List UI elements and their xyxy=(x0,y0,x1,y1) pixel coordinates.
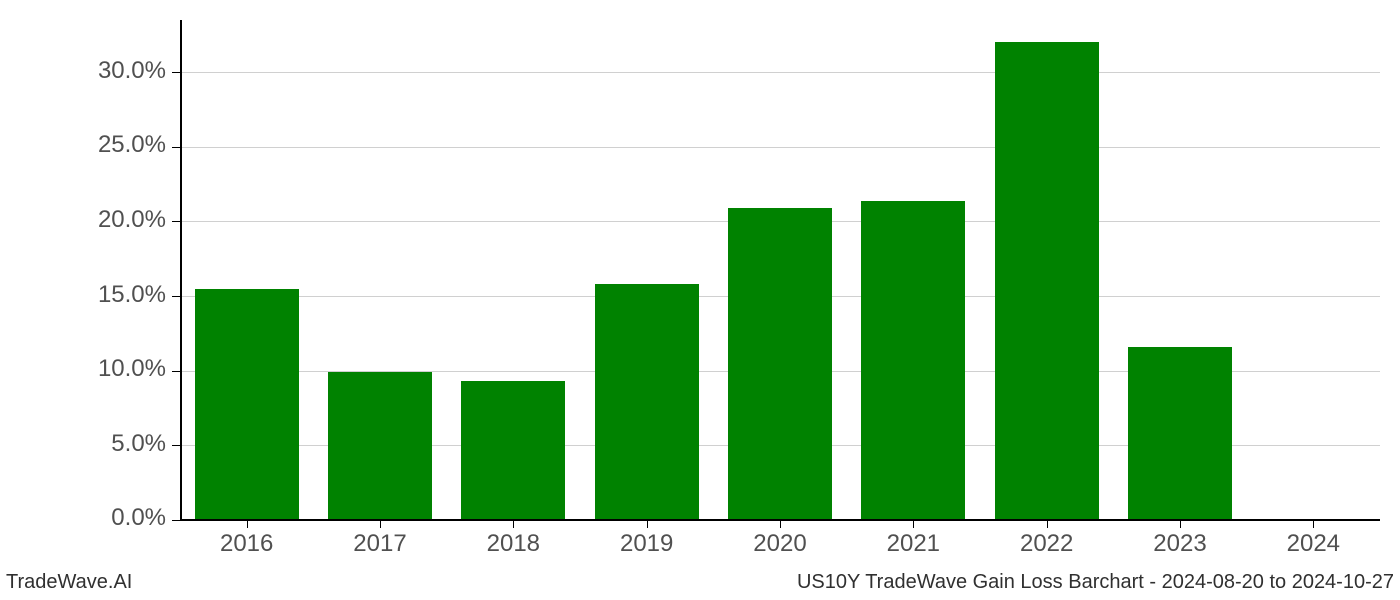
plot-area: 0.0%5.0%10.0%15.0%20.0%25.0%30.0%2016201… xyxy=(180,20,1380,520)
x-tick-label: 2021 xyxy=(847,530,980,558)
grid-line xyxy=(180,147,1380,148)
x-tick-label: 2016 xyxy=(180,530,313,558)
x-tick xyxy=(380,520,381,528)
y-tick xyxy=(172,520,180,521)
y-tick xyxy=(172,72,180,73)
y-tick xyxy=(172,296,180,297)
bar xyxy=(328,372,432,520)
x-tick xyxy=(1313,520,1314,528)
footer-left-text: TradeWave.AI xyxy=(6,571,132,594)
y-tick-label: 0.0% xyxy=(0,504,166,532)
y-tick-label: 10.0% xyxy=(0,355,166,383)
x-tick-label: 2022 xyxy=(980,530,1113,558)
bar xyxy=(1128,347,1232,520)
x-tick-label: 2017 xyxy=(313,530,446,558)
grid-line xyxy=(180,72,1380,73)
chart-container: 0.0%5.0%10.0%15.0%20.0%25.0%30.0%2016201… xyxy=(0,0,1400,600)
x-tick xyxy=(1047,520,1048,528)
x-tick xyxy=(247,520,248,528)
y-tick-label: 5.0% xyxy=(0,430,166,458)
x-axis xyxy=(180,519,1380,521)
x-tick-label: 2018 xyxy=(447,530,580,558)
y-tick xyxy=(172,371,180,372)
x-tick-label: 2019 xyxy=(580,530,713,558)
y-tick xyxy=(172,147,180,148)
bar xyxy=(595,284,699,520)
y-tick-label: 30.0% xyxy=(0,57,166,85)
x-tick xyxy=(913,520,914,528)
bar xyxy=(728,208,832,520)
x-tick xyxy=(513,520,514,528)
x-tick xyxy=(1180,520,1181,528)
y-axis xyxy=(180,20,182,520)
y-tick-label: 15.0% xyxy=(0,281,166,309)
bar xyxy=(995,42,1099,520)
y-tick xyxy=(172,445,180,446)
x-tick-label: 2023 xyxy=(1113,530,1246,558)
x-tick-label: 2024 xyxy=(1247,530,1380,558)
bar xyxy=(195,289,299,520)
footer-right-text: US10Y TradeWave Gain Loss Barchart - 202… xyxy=(797,571,1394,594)
bar xyxy=(861,201,965,520)
bar xyxy=(461,381,565,520)
y-tick xyxy=(172,221,180,222)
y-tick-label: 25.0% xyxy=(0,131,166,159)
y-tick-label: 20.0% xyxy=(0,206,166,234)
x-tick-label: 2020 xyxy=(713,530,846,558)
x-tick xyxy=(780,520,781,528)
x-tick xyxy=(647,520,648,528)
